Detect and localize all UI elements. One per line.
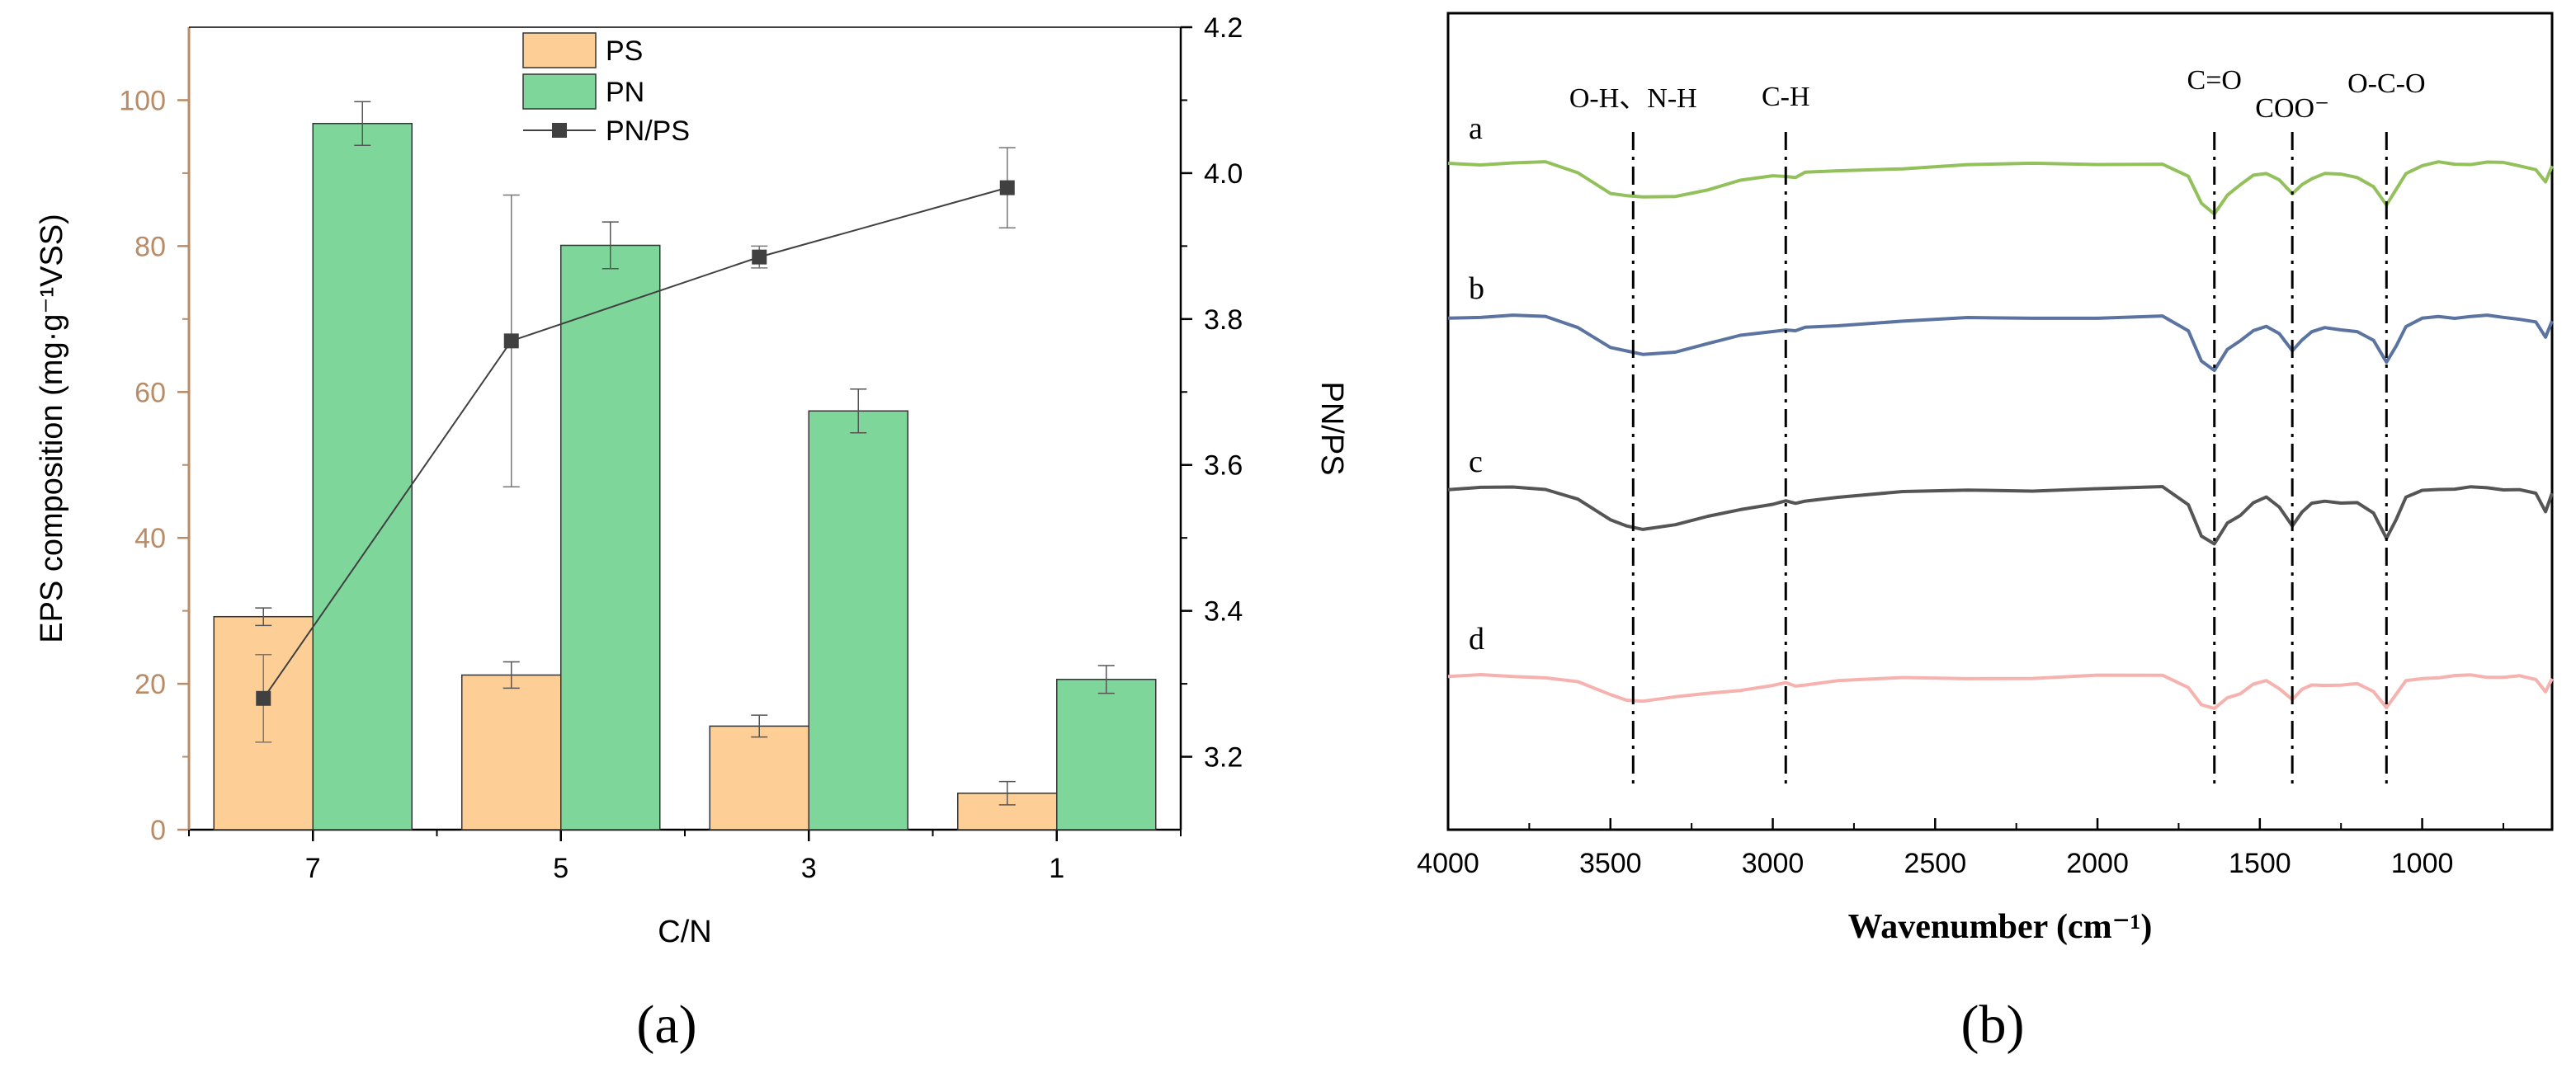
x-tick-label-b: 2500 — [1904, 848, 1966, 879]
y-tick-label-left: 60 — [134, 377, 166, 408]
spectrum-line-b — [1447, 313, 2554, 373]
panel-caption-a: (a) — [636, 995, 696, 1055]
x-axis-title-b: Wavenumber (cm⁻¹) — [1848, 908, 2153, 946]
panel-b: 4000 3500 3000 2500 2000 1500 1000 a b c d O-H、N-H C… — [1417, 12, 2554, 1055]
pnps-point — [256, 690, 271, 706]
y-tick-label-right: 3.2 — [1204, 742, 1243, 774]
x-tick-label-b: 3500 — [1579, 848, 1642, 879]
y-tick-label-left: 80 — [134, 231, 166, 262]
panel-caption-b: (b) — [1961, 995, 2025, 1055]
spectrum-label-b: b — [1469, 271, 1484, 306]
spectrum-line-d — [1447, 673, 2554, 710]
bar-pn — [808, 410, 908, 831]
bar-pn — [312, 123, 413, 831]
pnps-point — [503, 333, 519, 349]
legend-label-ps: PS — [606, 35, 643, 67]
x-tick-label-b: 1000 — [2391, 848, 2454, 879]
x-tick-label-a: 1 — [1049, 853, 1064, 884]
spectrum-line-a — [1447, 160, 2554, 216]
x-tick-label-b: 4000 — [1417, 848, 1479, 879]
x-tick-label-a: 7 — [305, 853, 321, 884]
spectrum-label-a: a — [1469, 111, 1483, 146]
y-tick-label-left: 100 — [119, 85, 166, 116]
bar-pn — [560, 244, 661, 831]
annotation-label: C-H — [1762, 82, 1810, 112]
y-tick-label-left: 20 — [134, 669, 166, 700]
x-tick-label-b: 2000 — [2066, 848, 2129, 879]
y-tick-label-right: 4.0 — [1204, 158, 1243, 190]
bar-pn — [1056, 679, 1157, 831]
y-tick-label-right: 3.8 — [1204, 304, 1243, 336]
x-tick-label-a: 5 — [553, 853, 569, 884]
x-tick-label-b: 3000 — [1742, 848, 1805, 879]
spectrum-line-c — [1447, 485, 2554, 546]
legend-swatch-ps — [522, 32, 597, 68]
spectrum-label-c: c — [1469, 445, 1483, 479]
x-tick-label-b: 1500 — [2229, 848, 2291, 879]
panel-a: 0 20 40 60 80 100 3.2 3.4 3.6 3.8 4.0 4.2 7 5 3 1 EPS co… — [35, 12, 1349, 1055]
y-tick-label-left: 0 — [150, 815, 166, 846]
pnps-series-line — [262, 186, 1008, 699]
annotation-label: COO⁻ — [2255, 93, 2329, 124]
bar-ps — [709, 725, 809, 831]
legend-swatch-pn — [522, 73, 597, 110]
y-tick-label-right: 3.4 — [1204, 596, 1243, 628]
y-tick-label-right: 4.2 — [1204, 12, 1243, 44]
annotation-label: O-C-O — [2347, 68, 2425, 99]
legend-label-pnps: PN/PS — [606, 115, 690, 147]
x-axis-title-a: C/N — [658, 915, 711, 949]
legend-label-pn: PN — [606, 77, 644, 108]
annotation-label: C=O — [2187, 65, 2242, 96]
y-tick-label-left: 40 — [134, 523, 166, 554]
legend-marker-pnps — [552, 123, 567, 138]
pnps-point — [752, 249, 767, 265]
y-axis-title-left: EPS composition (mg·g⁻¹VSS) — [35, 214, 69, 643]
pnps-point — [999, 180, 1015, 195]
y-tick-label-right: 3.6 — [1204, 450, 1243, 482]
y-axis-title-right: PN/PS — [1314, 381, 1349, 475]
spectrum-label-d: d — [1469, 622, 1484, 657]
plot-frame-b — [1446, 12, 2554, 831]
x-tick-label-a: 3 — [801, 853, 817, 884]
bar-ps — [461, 674, 562, 831]
annotation-label: O-H、N-H — [1569, 83, 1697, 114]
